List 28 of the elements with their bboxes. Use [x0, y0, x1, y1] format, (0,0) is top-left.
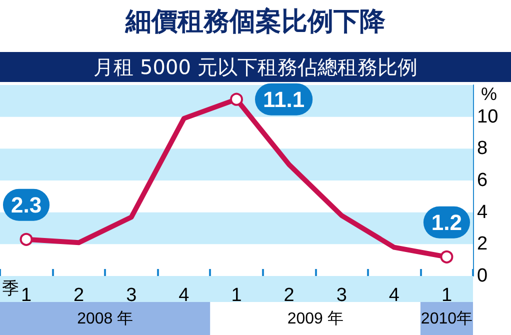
- y-tick-label: 4: [477, 202, 488, 223]
- text: 2010年: [420, 310, 473, 328]
- x-tick-label: 2: [74, 285, 84, 306]
- data-label: 11.1: [263, 86, 305, 112]
- y-tick-label: 2: [477, 234, 488, 255]
- y-axis-title: %: [480, 84, 498, 104]
- x-tick-label: 1: [231, 285, 242, 306]
- chart-title: 細價租務個案比例下降: [124, 7, 386, 37]
- point: [440, 250, 454, 264]
- point: [230, 92, 243, 106]
- x-tick-label: 1: [441, 285, 452, 306]
- y-tick-label: 8: [477, 138, 488, 160]
- x-axis-title: 季: [2, 279, 19, 299]
- text: 2009 年: [287, 310, 344, 328]
- y-tick-label: 0: [477, 266, 488, 286]
- x-tick-label: 4: [178, 285, 190, 306]
- x-tick-label: 2: [284, 285, 294, 306]
- data-label: 2.3: [10, 192, 42, 218]
- x-tick-label: 3: [336, 285, 347, 306]
- x-tick-label: 1: [20, 285, 32, 306]
- x-tick-label: 3: [126, 285, 137, 306]
- chart-subtitle: 月租 5000 元以下租務佔總租務比例: [94, 55, 418, 79]
- y-tick-label: 6: [477, 170, 488, 191]
- data-label: 1.2: [431, 210, 462, 235]
- y-tick-label: 10: [477, 106, 498, 128]
- x-tick-label: 4: [388, 285, 400, 306]
- text: 2008 年: [77, 310, 134, 328]
- point: [20, 232, 33, 246]
